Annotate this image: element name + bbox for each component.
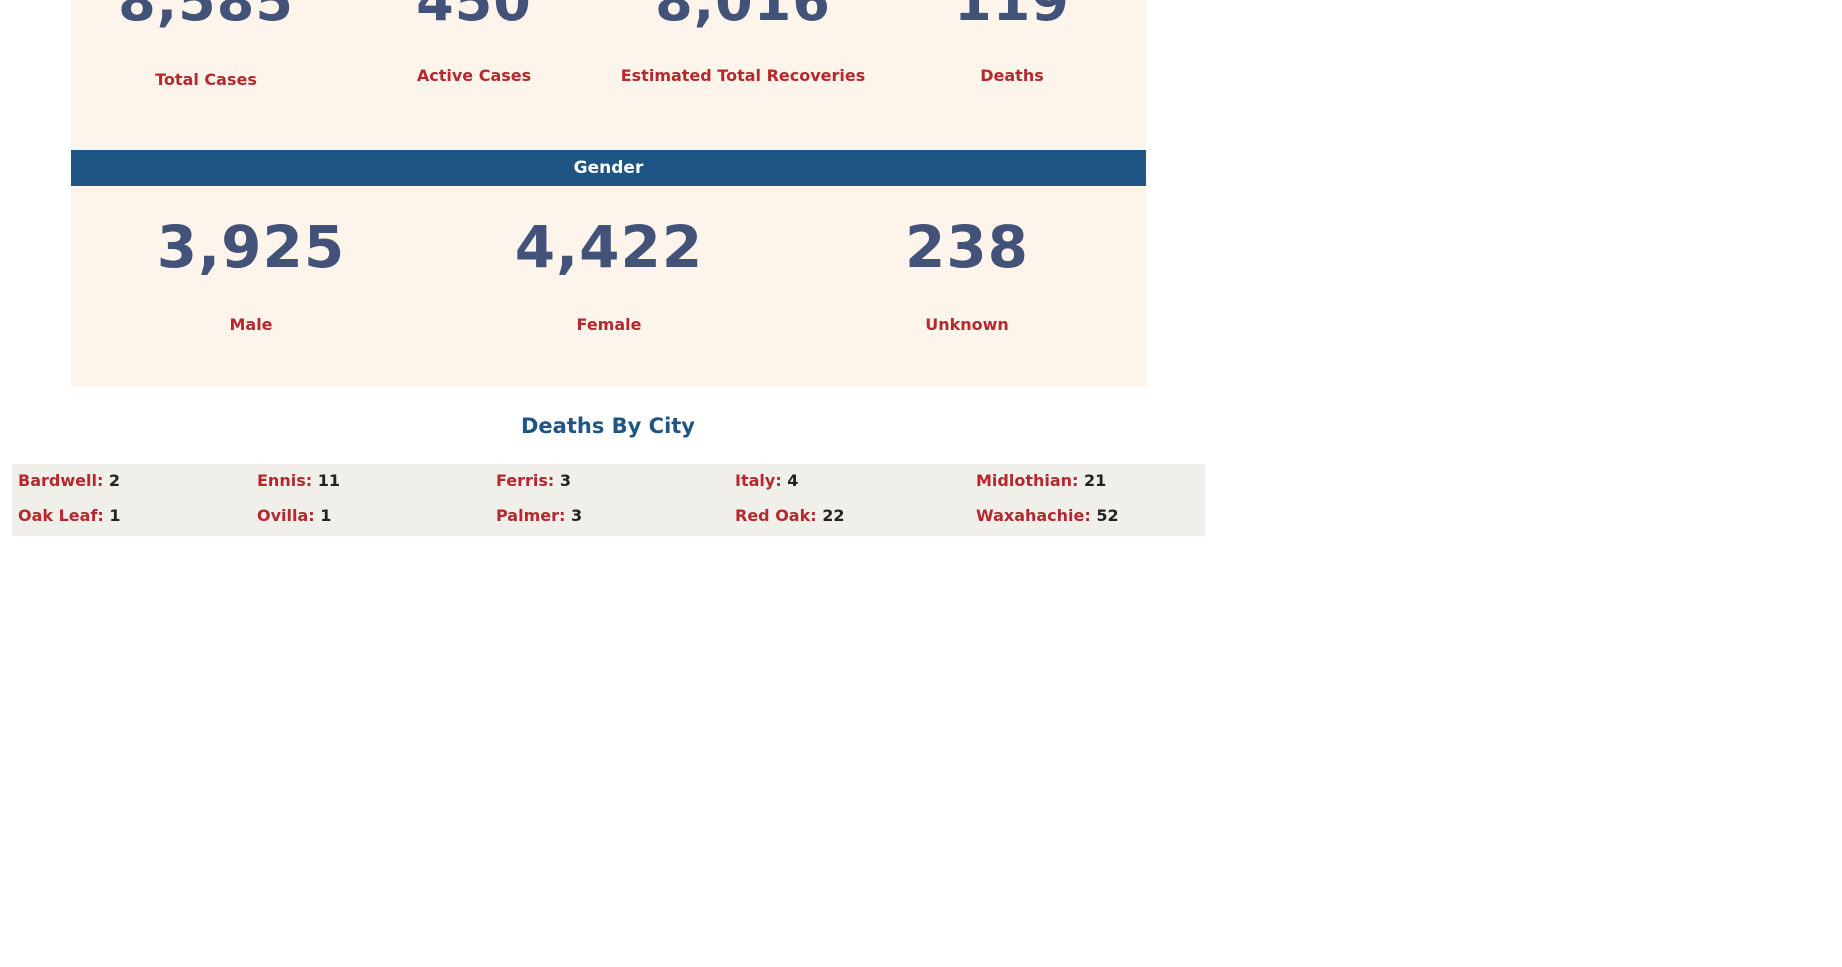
- city-cell: Palmer: 3: [496, 506, 582, 525]
- city-name: Ovilla:: [257, 506, 315, 525]
- city-name: Midlothian:: [976, 471, 1079, 490]
- deaths-title: Deaths By City: [521, 414, 695, 438]
- city-cell: Oak Leaf: 1: [18, 506, 121, 525]
- gender-value: 3,925: [156, 213, 346, 281]
- stat-label: Active Cases: [416, 66, 532, 85]
- stat-value: 119: [954, 0, 1070, 33]
- city-cell: Waxahachie: 52: [976, 506, 1119, 525]
- city-count: 1: [109, 506, 121, 525]
- city-name: Bardwell:: [18, 471, 104, 490]
- gender-value: 4,422: [514, 213, 704, 281]
- city-count: 2: [108, 471, 121, 490]
- stat-value: 8,585: [118, 0, 294, 33]
- city-count: 11: [317, 471, 340, 490]
- stat-label: Deaths: [980, 66, 1044, 85]
- city-cell: Red Oak: 22: [735, 506, 844, 525]
- stat-value: 8,016: [655, 0, 831, 33]
- city-name: Ferris:: [496, 471, 555, 490]
- stat-value: 450: [416, 0, 532, 33]
- gender-label: Female: [576, 315, 642, 334]
- gender-value: 238: [904, 213, 1030, 281]
- stats-panel: 8,585 Total Cases 450 Active Cases 8,016 Esti…: [71, 0, 1146, 150]
- city-count: 3: [570, 506, 583, 525]
- city-count: 52: [1096, 506, 1119, 525]
- city-cell: Ennis: 11: [257, 471, 340, 490]
- city-cell: Bardwell: 2: [18, 471, 120, 490]
- city-cell: Midlothian: 21: [976, 471, 1106, 490]
- gender-panel: 3,925 Male 4,422 Female 238 Unknown: [71, 186, 1146, 387]
- city-count: 3: [559, 471, 572, 490]
- city-cell: Italy: 4: [735, 471, 798, 490]
- city-name: Waxahachie:: [976, 506, 1091, 525]
- city-name: Italy:: [735, 471, 782, 490]
- city-name: Oak Leaf:: [18, 506, 104, 525]
- city-cell: Ferris: 3: [496, 471, 571, 490]
- gender-label: Unknown: [925, 315, 1009, 334]
- gender-label: Male: [229, 315, 273, 334]
- city-count: 21: [1084, 471, 1107, 490]
- city-name: Palmer:: [496, 506, 566, 525]
- city-count: 4: [787, 471, 799, 490]
- city-cell: Ovilla: 1: [257, 506, 331, 525]
- city-count: 1: [320, 506, 332, 525]
- stat-label: Total Cases: [155, 70, 257, 89]
- gender-header: Gender: [71, 150, 1146, 186]
- city-count: 22: [822, 506, 845, 525]
- city-name: Red Oak:: [735, 506, 817, 525]
- stat-label: Estimated Total Recoveries: [620, 66, 866, 85]
- city-table: Bardwell: 2 Ennis: 11 Ferris: 3 Italy: 4 Mid…: [12, 464, 1205, 536]
- city-name: Ennis:: [257, 471, 313, 490]
